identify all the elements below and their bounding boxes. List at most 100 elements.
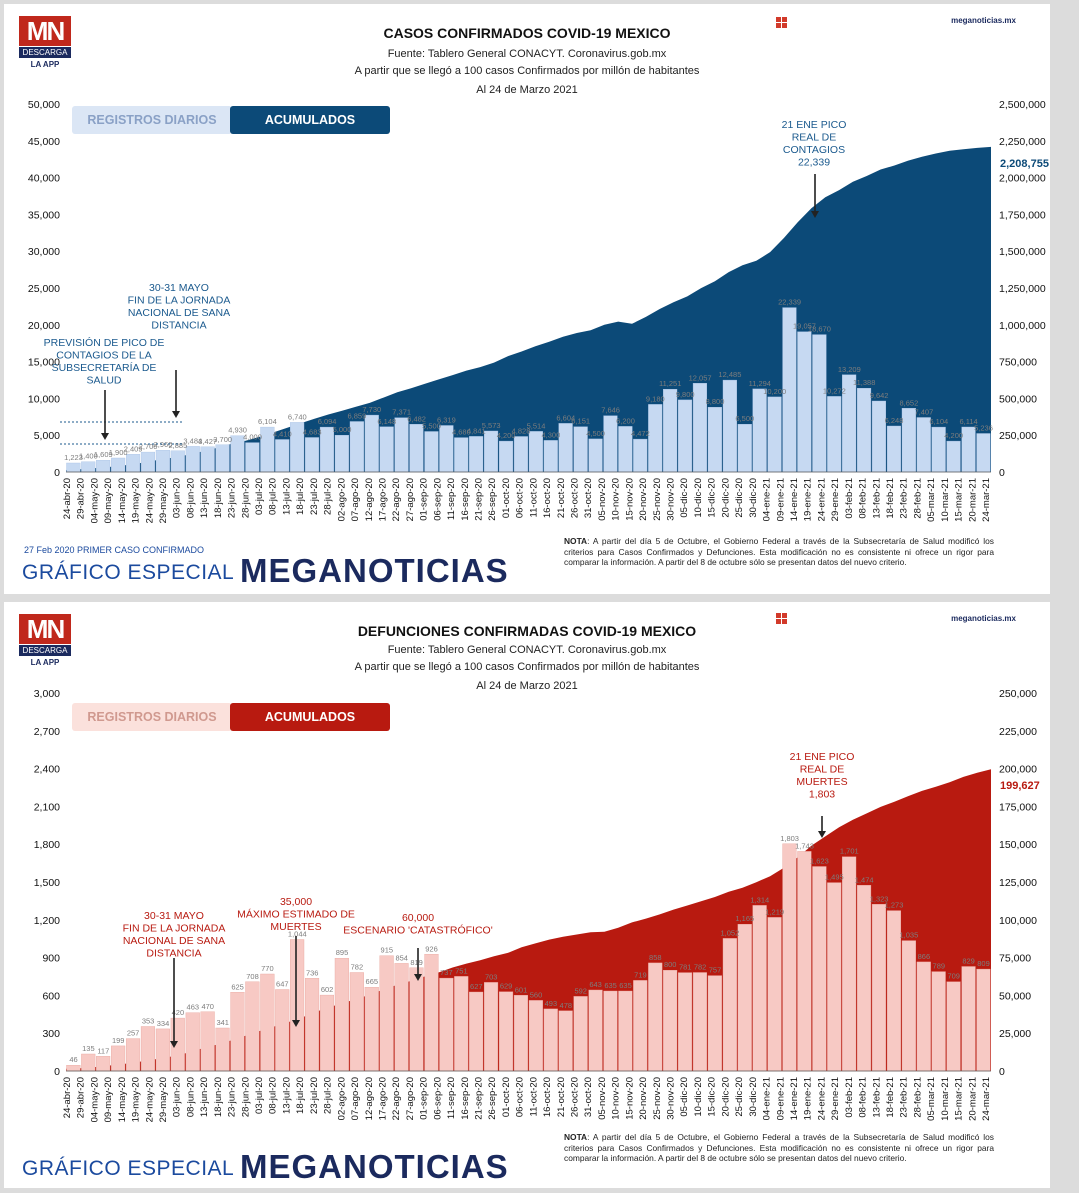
x-tick-label: 09-may-20 [103, 478, 114, 523]
annotation-arrow-head [818, 831, 826, 838]
annotation-text: MUERTES [270, 921, 321, 933]
daily-value-label: 7,730 [362, 405, 381, 414]
daily-value-label: 1,323 [870, 894, 889, 903]
daily-value-label: 781 [679, 963, 692, 972]
daily-bar [752, 905, 767, 1072]
x-tick-label: 01-oct-20 [501, 1077, 512, 1117]
daily-value-label: 420 [172, 1008, 185, 1017]
x-tick-label: 24-abr-20 [62, 1077, 73, 1118]
left-tick-label: 600 [42, 990, 60, 1002]
left-tick-label: 40,000 [28, 173, 60, 185]
daily-value-label: 1,273 [885, 901, 904, 910]
daily-bar [469, 991, 484, 1072]
annotation-text: REAL DE [792, 132, 837, 144]
daily-value-label: 627 [470, 982, 483, 991]
daily-value-label: 18,670 [808, 325, 831, 334]
daily-bar [767, 917, 782, 1072]
annotation-text: 30-31 MAYO [149, 282, 209, 294]
daily-value-label: 6,740 [288, 412, 307, 421]
daily-bar [931, 971, 946, 1072]
x-tick-label: 07-ago-20 [350, 478, 361, 521]
x-tick-label: 04-may-20 [89, 478, 100, 523]
daily-bar [678, 399, 693, 473]
x-tick-label: 20-mar-21 [967, 1077, 978, 1121]
x-tick-label: 25-nov-20 [652, 478, 663, 521]
x-tick-label: 06-oct-20 [515, 1077, 526, 1117]
daily-bar [140, 1026, 156, 1072]
right-tick-label: 0 [999, 467, 1005, 479]
x-tick-label: 12-ago-20 [364, 1077, 375, 1120]
annotation-text: REAL DE [800, 764, 845, 776]
annotation-arrow-head [170, 1041, 178, 1048]
x-tick-label: 15-mar-21 [954, 1077, 965, 1121]
daily-bar [797, 331, 812, 473]
toggle-registros-diarios[interactable]: REGISTROS DIARIOS [72, 703, 232, 731]
x-tick-label: 13-feb-21 [871, 478, 882, 519]
x-tick-label: 05-mar-21 [926, 478, 937, 522]
annotation-arrow-head [414, 974, 422, 981]
daily-value-label: 1,035 [900, 931, 919, 940]
daily-bar [319, 994, 335, 1072]
x-tick-label: 18-jul-20 [295, 1077, 306, 1114]
daily-value-label: 635 [604, 981, 617, 990]
x-tick-label: 23-feb-21 [899, 478, 910, 519]
toggle-registros-diarios[interactable]: REGISTROS DIARIOS [72, 106, 232, 134]
daily-bar [394, 417, 409, 473]
daily-bar [200, 446, 215, 473]
daily-value-label: 2,885 [169, 441, 188, 450]
daily-value-label: 9,180 [646, 394, 665, 403]
x-tick-label: 25-dic-20 [734, 478, 745, 518]
daily-value-label: 560 [530, 990, 543, 999]
daily-value-label: 665 [366, 977, 379, 986]
meganoticias-logo[interactable]: MN DESCARGA LA APP [19, 16, 75, 69]
x-tick-label: 05-nov-20 [597, 478, 608, 521]
x-tick-label: 04-ene-21 [762, 1077, 773, 1120]
daily-bar [409, 424, 424, 473]
chart-date: Al 24 de Marzo 2021 [476, 84, 578, 96]
x-tick-label: 15-nov-20 [624, 478, 635, 521]
annotation-text: CONTAGIOS [783, 144, 845, 156]
daily-bar [513, 436, 529, 473]
daily-bar [215, 444, 230, 473]
x-tick-label: 31-oct-20 [583, 1077, 594, 1117]
daily-bar [424, 954, 439, 1072]
chart-subtitle: A partir que se llegó a 100 casos Confir… [354, 65, 700, 77]
daily-value-label: 809 [977, 959, 990, 968]
daily-bar [125, 454, 141, 473]
x-tick-label: 06-sep-20 [432, 1077, 443, 1120]
toggle-acumulados[interactable]: ACUMULADOS [230, 106, 390, 134]
daily-bar [394, 963, 409, 1072]
left-tick-label: 25,000 [28, 283, 60, 295]
x-tick-label: 24-may-20 [144, 1077, 155, 1122]
x-tick-label: 29-ene-21 [830, 478, 841, 521]
grid-icon [776, 613, 788, 625]
site-url[interactable]: meganoticias.mx [951, 614, 1016, 623]
daily-bar [499, 440, 514, 473]
daily-value-label: 353 [142, 1017, 155, 1026]
meganoticias-logo[interactable]: MN DESCARGA LA APP [19, 614, 75, 667]
daily-value-label: 6,482 [407, 414, 426, 423]
x-tick-label: 17-ago-20 [378, 478, 389, 521]
daily-value-label: 1,900 [109, 448, 128, 457]
site-url[interactable]: meganoticias.mx [951, 16, 1016, 25]
daily-value-label: 4,930 [228, 426, 247, 435]
annotation-text: 21 ENE PICO [782, 119, 847, 131]
x-tick-label: 16-oct-20 [542, 1077, 553, 1117]
x-tick-label: 20-dic-20 [720, 1077, 731, 1117]
daily-value-label: 10,272 [823, 386, 846, 395]
left-tick-label: 2,100 [34, 801, 60, 813]
daily-value-label: 6,114 [959, 417, 977, 426]
right-tick-label: 250,000 [999, 688, 1037, 700]
toggle-acumulados[interactable]: ACUMULADOS [230, 703, 390, 731]
daily-bar [379, 955, 394, 1072]
x-tick-label: 13-jul-20 [282, 1077, 293, 1114]
x-tick-label: 19-ene-21 [803, 1077, 814, 1120]
daily-value-label: 1,609 [94, 450, 113, 459]
daily-value-label: 4,828 [512, 427, 531, 436]
daily-bar [812, 866, 827, 1072]
daily-bar [737, 424, 752, 473]
daily-bar [588, 438, 603, 473]
daily-bar [155, 1028, 170, 1072]
annotation-text: DISTANCIA [151, 320, 206, 332]
annotation-text: MUERTES [796, 776, 847, 788]
